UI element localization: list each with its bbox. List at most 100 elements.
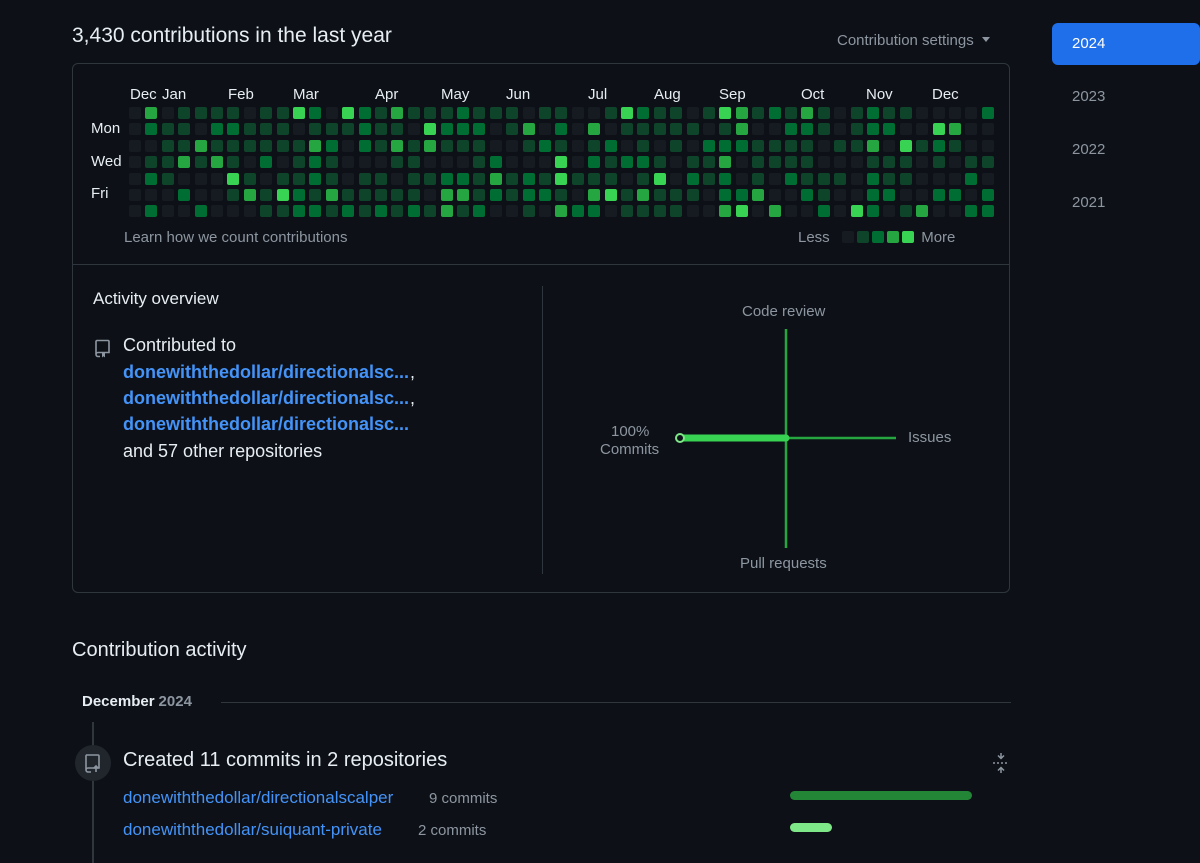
contribution-day-cell[interactable] [227, 107, 240, 119]
contribution-day-cell[interactable] [309, 172, 322, 185]
contribution-day-cell[interactable] [555, 139, 568, 152]
contribution-day-cell[interactable] [555, 156, 568, 169]
contribution-day-cell[interactable] [817, 205, 830, 218]
contribution-day-cell[interactable] [719, 139, 732, 152]
contribution-day-cell[interactable] [506, 189, 519, 201]
contribution-day-cell[interactable] [194, 139, 207, 152]
contribution-settings-dropdown[interactable]: Contribution settings [837, 32, 990, 49]
contribution-day-cell[interactable] [342, 205, 355, 218]
repo-link[interactable]: donewiththedollar/directionalsc... [123, 414, 410, 434]
contribution-day-cell[interactable] [129, 107, 141, 119]
contribution-day-cell[interactable] [817, 156, 830, 169]
contribution-day-cell[interactable] [145, 172, 158, 185]
contribution-day-cell[interactable] [243, 123, 256, 136]
contribution-day-cell[interactable] [161, 156, 174, 169]
contribution-day-cell[interactable] [309, 156, 322, 169]
contribution-day-cell[interactable] [883, 205, 896, 218]
contribution-day-cell[interactable] [473, 107, 486, 119]
contribution-day-cell[interactable] [342, 189, 355, 201]
contribution-day-cell[interactable] [621, 123, 633, 136]
contribution-day-cell[interactable] [883, 139, 896, 152]
contribution-day-cell[interactable] [703, 107, 715, 119]
year-2023-button[interactable]: 2023 [1072, 88, 1106, 105]
contribution-day-cell[interactable] [194, 189, 207, 201]
contribution-day-cell[interactable] [899, 139, 912, 152]
contribution-day-cell[interactable] [785, 123, 797, 136]
contribution-day-cell[interactable] [604, 123, 617, 136]
contribution-day-cell[interactable] [899, 172, 912, 185]
contribution-day-cell[interactable] [981, 123, 994, 136]
contribution-day-cell[interactable] [703, 156, 715, 169]
contribution-day-cell[interactable] [801, 189, 814, 201]
contribution-day-cell[interactable] [801, 123, 814, 136]
contribution-day-cell[interactable] [768, 107, 781, 119]
contribution-day-cell[interactable] [260, 189, 273, 201]
contribution-day-cell[interactable] [932, 123, 945, 136]
contribution-day-cell[interactable] [539, 139, 551, 152]
year-2024-button[interactable]: 2024 [1052, 23, 1200, 65]
contribution-day-cell[interactable] [522, 172, 535, 185]
contribution-day-cell[interactable] [489, 189, 502, 201]
contribution-day-cell[interactable] [342, 123, 355, 136]
contribution-day-cell[interactable] [489, 156, 502, 169]
contribution-day-cell[interactable] [211, 172, 223, 185]
contribution-day-cell[interactable] [293, 156, 305, 169]
contribution-day-cell[interactable] [211, 156, 223, 169]
contribution-day-cell[interactable] [867, 107, 879, 119]
contribution-day-cell[interactable] [850, 189, 863, 201]
contribution-day-cell[interactable] [457, 189, 469, 201]
contribution-day-cell[interactable] [457, 156, 469, 169]
contribution-day-cell[interactable] [719, 205, 732, 218]
contribution-day-cell[interactable] [391, 205, 404, 218]
contribution-day-cell[interactable] [850, 156, 863, 169]
contribution-day-cell[interactable] [752, 156, 765, 169]
contribution-day-cell[interactable] [161, 172, 174, 185]
contribution-day-cell[interactable] [227, 123, 240, 136]
contribution-day-cell[interactable] [850, 172, 863, 185]
contribution-day-cell[interactable] [621, 139, 633, 152]
contribution-day-cell[interactable] [735, 123, 748, 136]
contribution-day-cell[interactable] [211, 123, 223, 136]
contribution-day-cell[interactable] [801, 205, 814, 218]
contribution-day-cell[interactable] [325, 139, 338, 152]
contribution-day-cell[interactable] [735, 189, 748, 201]
contribution-day-cell[interactable] [358, 172, 371, 185]
contribution-day-cell[interactable] [785, 156, 797, 169]
contribution-day-cell[interactable] [883, 123, 896, 136]
contribution-day-cell[interactable] [276, 189, 289, 201]
contribution-day-cell[interactable] [817, 172, 830, 185]
contribution-day-cell[interactable] [588, 205, 601, 218]
contribution-day-cell[interactable] [949, 139, 961, 152]
contribution-day-cell[interactable] [358, 205, 371, 218]
contribution-day-cell[interactable] [194, 156, 207, 169]
contribution-day-cell[interactable] [883, 189, 896, 201]
contribution-day-cell[interactable] [686, 123, 699, 136]
contribution-day-cell[interactable] [653, 172, 666, 185]
contribution-day-cell[interactable] [604, 139, 617, 152]
contribution-day-cell[interactable] [407, 107, 420, 119]
contribution-day-cell[interactable] [653, 107, 666, 119]
contribution-day-cell[interactable] [260, 205, 273, 218]
contribution-day-cell[interactable] [424, 123, 437, 136]
contribution-day-cell[interactable] [850, 205, 863, 218]
contribution-day-cell[interactable] [588, 189, 601, 201]
contribution-day-cell[interactable] [768, 172, 781, 185]
contribution-day-cell[interactable] [211, 107, 223, 119]
contribution-day-cell[interactable] [358, 107, 371, 119]
contribution-day-cell[interactable] [473, 156, 486, 169]
contribution-day-cell[interactable] [293, 189, 305, 201]
contribution-day-cell[interactable] [145, 156, 158, 169]
contribution-day-cell[interactable] [965, 107, 978, 119]
contribution-day-cell[interactable] [145, 123, 158, 136]
contribution-day-cell[interactable] [243, 107, 256, 119]
contribution-day-cell[interactable] [949, 123, 961, 136]
contribution-day-cell[interactable] [883, 172, 896, 185]
contribution-day-cell[interactable] [735, 107, 748, 119]
contribution-day-cell[interactable] [407, 156, 420, 169]
contribution-day-cell[interactable] [834, 189, 847, 201]
contribution-day-cell[interactable] [424, 172, 437, 185]
contribution-day-cell[interactable] [785, 189, 797, 201]
contribution-day-cell[interactable] [670, 172, 683, 185]
contribution-day-cell[interactable] [489, 139, 502, 152]
contribution-day-cell[interactable] [375, 205, 387, 218]
